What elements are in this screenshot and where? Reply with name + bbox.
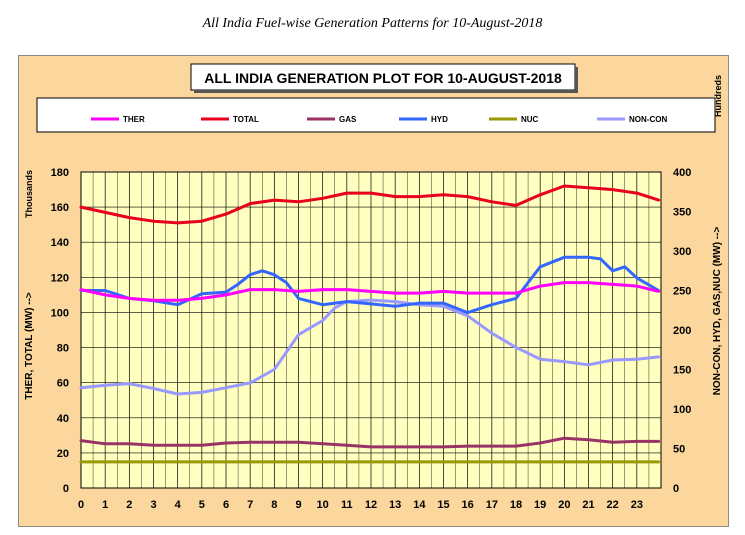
- left-tick-label: 20: [57, 448, 69, 460]
- left-tick-label: 140: [51, 237, 69, 249]
- series-line-total: [79, 184, 661, 225]
- title-box-shadow-bottom: [194, 90, 578, 93]
- x-tick-label: 14: [413, 499, 426, 511]
- right-tick-label: 100: [673, 404, 691, 416]
- left-tick-label: 60: [57, 378, 69, 390]
- left-tick-label: 80: [57, 343, 69, 355]
- right-axis-title: NON-CON, HYD, GAS,NUC (MW) -->: [712, 227, 723, 396]
- series-lines: [79, 184, 661, 464]
- x-tick-label: 16: [462, 499, 474, 511]
- title-box-shadow: [575, 67, 578, 93]
- left-tick-label: 100: [51, 307, 69, 319]
- x-tick-label: 6: [223, 499, 229, 511]
- x-tick-label: 13: [389, 499, 401, 511]
- series-line-hyd: [79, 255, 661, 315]
- chart-frame: ALL INDIA GENERATION PLOT FOR 10-AUGUST-…: [18, 55, 729, 527]
- x-tick-label: 17: [486, 499, 498, 511]
- right-tick-label: 200: [673, 325, 691, 337]
- x-tick-label: 21: [582, 499, 594, 511]
- chart-svg: ALL INDIA GENERATION PLOT FOR 10-AUGUST-…: [24, 63, 723, 511]
- right-tick-label: 0: [673, 483, 679, 495]
- x-tick-label: 9: [295, 499, 301, 511]
- gridlines: [80, 171, 662, 489]
- right-tick-label: 150: [673, 365, 691, 377]
- left-tick-label: 40: [57, 413, 69, 425]
- x-tick-label: 5: [199, 499, 205, 511]
- chart-title: ALL INDIA GENERATION PLOT FOR 10-AUGUST-…: [204, 70, 562, 86]
- axis-ticks: 0204060801001201401601800501001502002503…: [51, 167, 692, 511]
- x-tick-label: 1: [102, 499, 108, 511]
- x-tick-label: 0: [78, 499, 84, 511]
- right-tick-label: 300: [673, 246, 691, 258]
- x-tick-label: 19: [534, 499, 546, 511]
- x-tick-label: 15: [437, 499, 449, 511]
- series-line-non-con: [79, 298, 661, 396]
- legend: THER TOTAL GAS HYD NUC NON-CON: [91, 115, 667, 124]
- x-tick-label: 20: [558, 499, 570, 511]
- legend-label-non-con: NON-CON: [629, 115, 667, 124]
- x-tick-label: 18: [510, 499, 522, 511]
- left-tick-label: 0: [63, 483, 69, 495]
- x-tick-label: 3: [150, 499, 156, 511]
- right-tick-label: 400: [673, 167, 691, 179]
- series-line-gas: [79, 436, 661, 449]
- left-unit-label: Thousands: [24, 170, 34, 218]
- legend-label-hyd: HYD: [431, 115, 448, 124]
- left-tick-label: 120: [51, 272, 69, 284]
- right-tick-label: 350: [673, 207, 691, 219]
- x-tick-label: 7: [247, 499, 253, 511]
- right-tick-label: 50: [673, 444, 685, 456]
- left-axis-title: THER, TOTAL (MW) -->: [24, 292, 35, 400]
- x-tick-label: 8: [271, 499, 277, 511]
- left-tick-label: 180: [51, 167, 69, 179]
- legend-box: [36, 97, 716, 133]
- x-tick-label: 10: [317, 499, 329, 511]
- right-tick-label: 250: [673, 286, 691, 298]
- legend-label-nuc: NUC: [521, 115, 539, 124]
- legend-label-gas: GAS: [339, 115, 357, 124]
- title-box: [190, 63, 576, 91]
- x-tick-label: 4: [175, 499, 182, 511]
- x-tick-label: 2: [126, 499, 132, 511]
- series-line-ther: [79, 281, 661, 302]
- legend-label-ther: THER: [123, 115, 145, 124]
- legend-label-total: TOTAL: [233, 115, 259, 124]
- x-tick-label: 23: [631, 499, 643, 511]
- left-tick-label: 160: [51, 202, 69, 214]
- x-tick-label: 11: [341, 499, 353, 511]
- right-unit-label: Hundreds: [713, 75, 723, 117]
- page-caption: All India Fuel-wise Generation Patterns …: [202, 16, 543, 31]
- x-tick-label: 12: [365, 499, 377, 511]
- x-tick-label: 22: [607, 499, 619, 511]
